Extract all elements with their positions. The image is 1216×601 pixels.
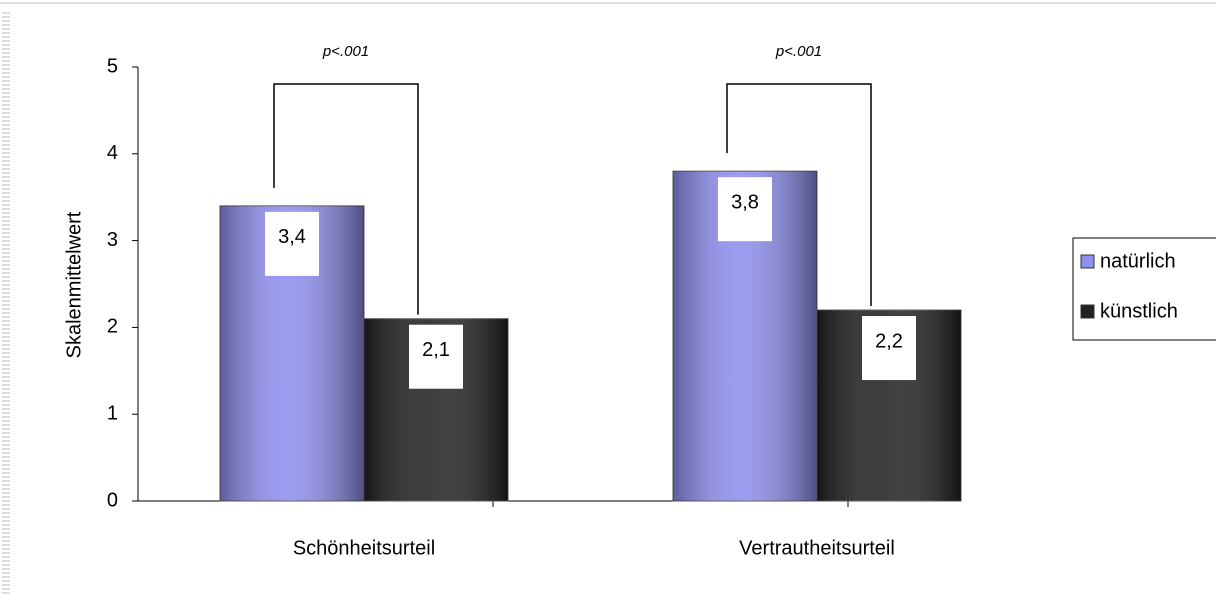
- y-tick-label: 0: [107, 489, 118, 511]
- frame-left: [2, 10, 10, 595]
- value-label-box: [718, 177, 772, 242]
- annotation: p<.001: [322, 43, 369, 60]
- significance-bracket: [726, 83, 872, 307]
- y-axis-label: Skalenmittelwert: [63, 211, 85, 358]
- y-tick-label: 4: [107, 142, 118, 164]
- annotation: p<.001: [775, 43, 822, 60]
- value-label: 2,1: [422, 339, 450, 361]
- value-label-box: [862, 316, 916, 381]
- x-tick-label: Schönheitsurteil: [293, 537, 435, 559]
- y-tick-label: 5: [107, 55, 118, 77]
- value-label-box: [265, 211, 319, 276]
- value-label: 3,4: [278, 226, 306, 248]
- y-tick-label: 1: [107, 402, 118, 424]
- value-label: 2,2: [875, 330, 903, 352]
- x-tick-label: Vertrautheitsurteil: [739, 537, 895, 559]
- y-tick-label: 3: [107, 229, 118, 251]
- significance-bracket: [273, 83, 419, 315]
- legend-swatch: [1080, 254, 1095, 269]
- value-label: 3,8: [731, 191, 759, 213]
- legend: [1072, 237, 1216, 341]
- legend-label: natürlich: [1100, 250, 1176, 272]
- legend-label: künstlich: [1100, 300, 1178, 322]
- legend-swatch: [1080, 304, 1095, 319]
- value-label-box: [409, 324, 463, 389]
- y-tick-label: 2: [107, 316, 118, 338]
